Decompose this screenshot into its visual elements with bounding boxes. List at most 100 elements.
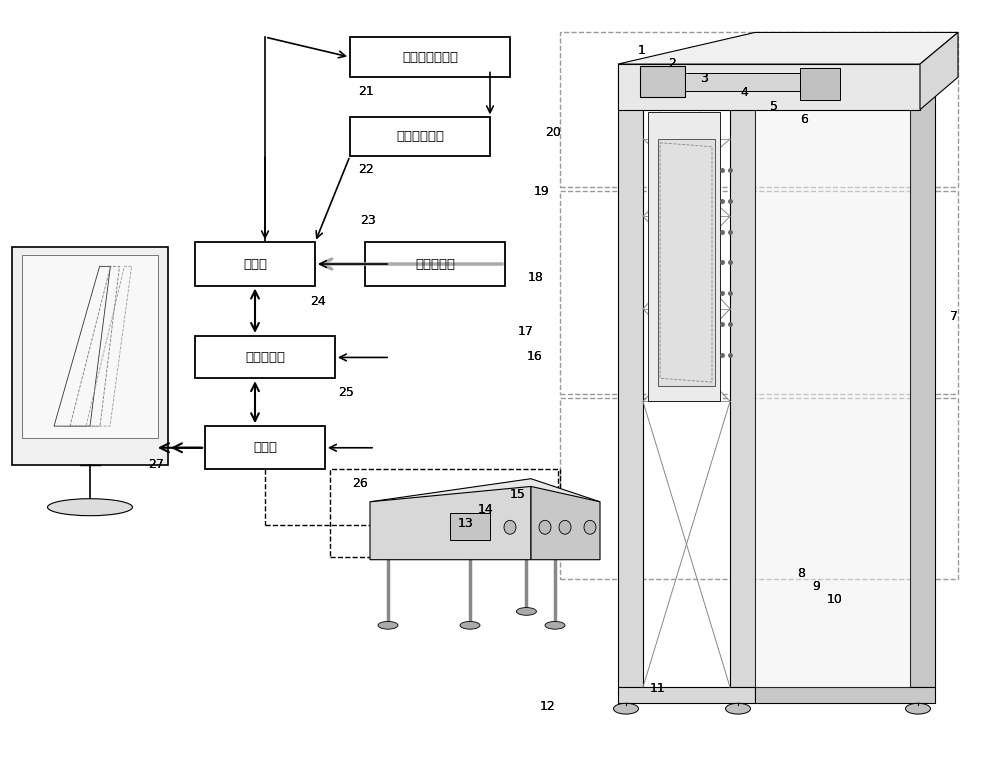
Polygon shape xyxy=(685,73,800,91)
Ellipse shape xyxy=(726,703,750,714)
Polygon shape xyxy=(370,486,531,560)
Text: 5: 5 xyxy=(770,100,778,113)
Text: 14: 14 xyxy=(478,503,494,516)
Text: 3: 3 xyxy=(700,73,708,85)
Ellipse shape xyxy=(539,520,551,534)
Text: 12: 12 xyxy=(540,700,556,713)
Ellipse shape xyxy=(614,703,639,714)
Text: 运动控制卡: 运动控制卡 xyxy=(245,350,285,364)
Text: 21: 21 xyxy=(358,85,374,97)
Text: 2: 2 xyxy=(668,57,676,69)
Text: 27: 27 xyxy=(148,459,164,471)
Text: 压电放大电路: 压电放大电路 xyxy=(396,130,444,143)
Text: 8: 8 xyxy=(797,567,805,580)
Text: 17: 17 xyxy=(518,326,534,338)
FancyBboxPatch shape xyxy=(195,336,335,378)
Text: 8: 8 xyxy=(797,567,805,580)
Text: 21: 21 xyxy=(358,85,374,97)
Ellipse shape xyxy=(378,621,398,629)
Polygon shape xyxy=(618,64,755,81)
FancyBboxPatch shape xyxy=(195,242,315,286)
FancyBboxPatch shape xyxy=(365,242,505,286)
Polygon shape xyxy=(618,64,920,110)
Text: 电荷放大器: 电荷放大器 xyxy=(415,258,455,270)
Ellipse shape xyxy=(460,621,480,629)
FancyBboxPatch shape xyxy=(350,37,510,77)
Text: 9: 9 xyxy=(812,581,820,593)
Text: 15: 15 xyxy=(510,488,526,500)
Text: 1: 1 xyxy=(638,44,646,56)
Ellipse shape xyxy=(545,621,565,629)
Text: 15: 15 xyxy=(510,488,526,500)
Polygon shape xyxy=(658,139,715,386)
Text: 24: 24 xyxy=(310,295,326,307)
Text: 14: 14 xyxy=(478,503,494,516)
Ellipse shape xyxy=(584,520,596,534)
Text: 24: 24 xyxy=(310,295,326,307)
Text: 6: 6 xyxy=(800,113,808,126)
Text: 7: 7 xyxy=(950,310,958,323)
Text: 6: 6 xyxy=(800,113,808,126)
Text: 5: 5 xyxy=(770,100,778,113)
Text: 2: 2 xyxy=(668,57,676,69)
Text: 22: 22 xyxy=(358,164,374,176)
Polygon shape xyxy=(920,32,958,110)
Text: 23: 23 xyxy=(360,214,376,226)
Text: 19: 19 xyxy=(534,185,550,198)
Polygon shape xyxy=(755,81,910,687)
Polygon shape xyxy=(370,479,600,525)
Polygon shape xyxy=(618,81,643,687)
Polygon shape xyxy=(730,81,755,687)
Text: 25: 25 xyxy=(338,386,354,398)
Text: 26: 26 xyxy=(352,477,368,489)
Text: 19: 19 xyxy=(534,185,550,198)
Text: 4: 4 xyxy=(740,86,748,99)
Text: 13: 13 xyxy=(458,517,474,530)
Ellipse shape xyxy=(516,608,536,615)
Text: 18: 18 xyxy=(528,272,544,284)
Text: 16: 16 xyxy=(527,350,543,363)
Ellipse shape xyxy=(504,520,516,534)
Polygon shape xyxy=(450,513,490,540)
Text: 3: 3 xyxy=(700,73,708,85)
Text: 10: 10 xyxy=(827,594,843,606)
Text: 20: 20 xyxy=(545,127,561,139)
Text: 计算机: 计算机 xyxy=(253,441,277,454)
Text: 16: 16 xyxy=(527,350,543,363)
Polygon shape xyxy=(618,687,755,703)
Text: 伺服电机驱动器: 伺服电机驱动器 xyxy=(402,51,458,63)
Polygon shape xyxy=(618,32,958,64)
Text: 26: 26 xyxy=(352,477,368,489)
Ellipse shape xyxy=(906,703,930,714)
Text: 端子板: 端子板 xyxy=(243,258,267,270)
Text: 9: 9 xyxy=(812,581,820,593)
Text: 25: 25 xyxy=(338,386,354,398)
Polygon shape xyxy=(755,64,935,81)
Polygon shape xyxy=(910,81,935,687)
Polygon shape xyxy=(800,68,840,100)
Polygon shape xyxy=(640,66,685,96)
Polygon shape xyxy=(648,112,720,401)
Text: 1: 1 xyxy=(638,44,646,56)
Text: 18: 18 xyxy=(528,272,544,284)
FancyBboxPatch shape xyxy=(205,426,325,469)
Text: 4: 4 xyxy=(740,86,748,99)
Text: 22: 22 xyxy=(358,164,374,176)
Ellipse shape xyxy=(559,520,571,534)
Polygon shape xyxy=(12,247,168,465)
FancyBboxPatch shape xyxy=(350,117,490,156)
Ellipse shape xyxy=(48,499,132,516)
Polygon shape xyxy=(755,687,935,703)
Text: 11: 11 xyxy=(650,682,666,695)
Text: 27: 27 xyxy=(148,459,164,471)
Polygon shape xyxy=(22,255,158,438)
Text: 13: 13 xyxy=(458,517,474,530)
Text: 11: 11 xyxy=(650,682,666,695)
Text: 20: 20 xyxy=(545,127,561,139)
Polygon shape xyxy=(531,486,600,560)
Text: 17: 17 xyxy=(518,326,534,338)
Text: 7: 7 xyxy=(950,310,958,323)
Text: 10: 10 xyxy=(827,594,843,606)
Text: 23: 23 xyxy=(360,214,376,226)
Text: 12: 12 xyxy=(540,700,556,713)
